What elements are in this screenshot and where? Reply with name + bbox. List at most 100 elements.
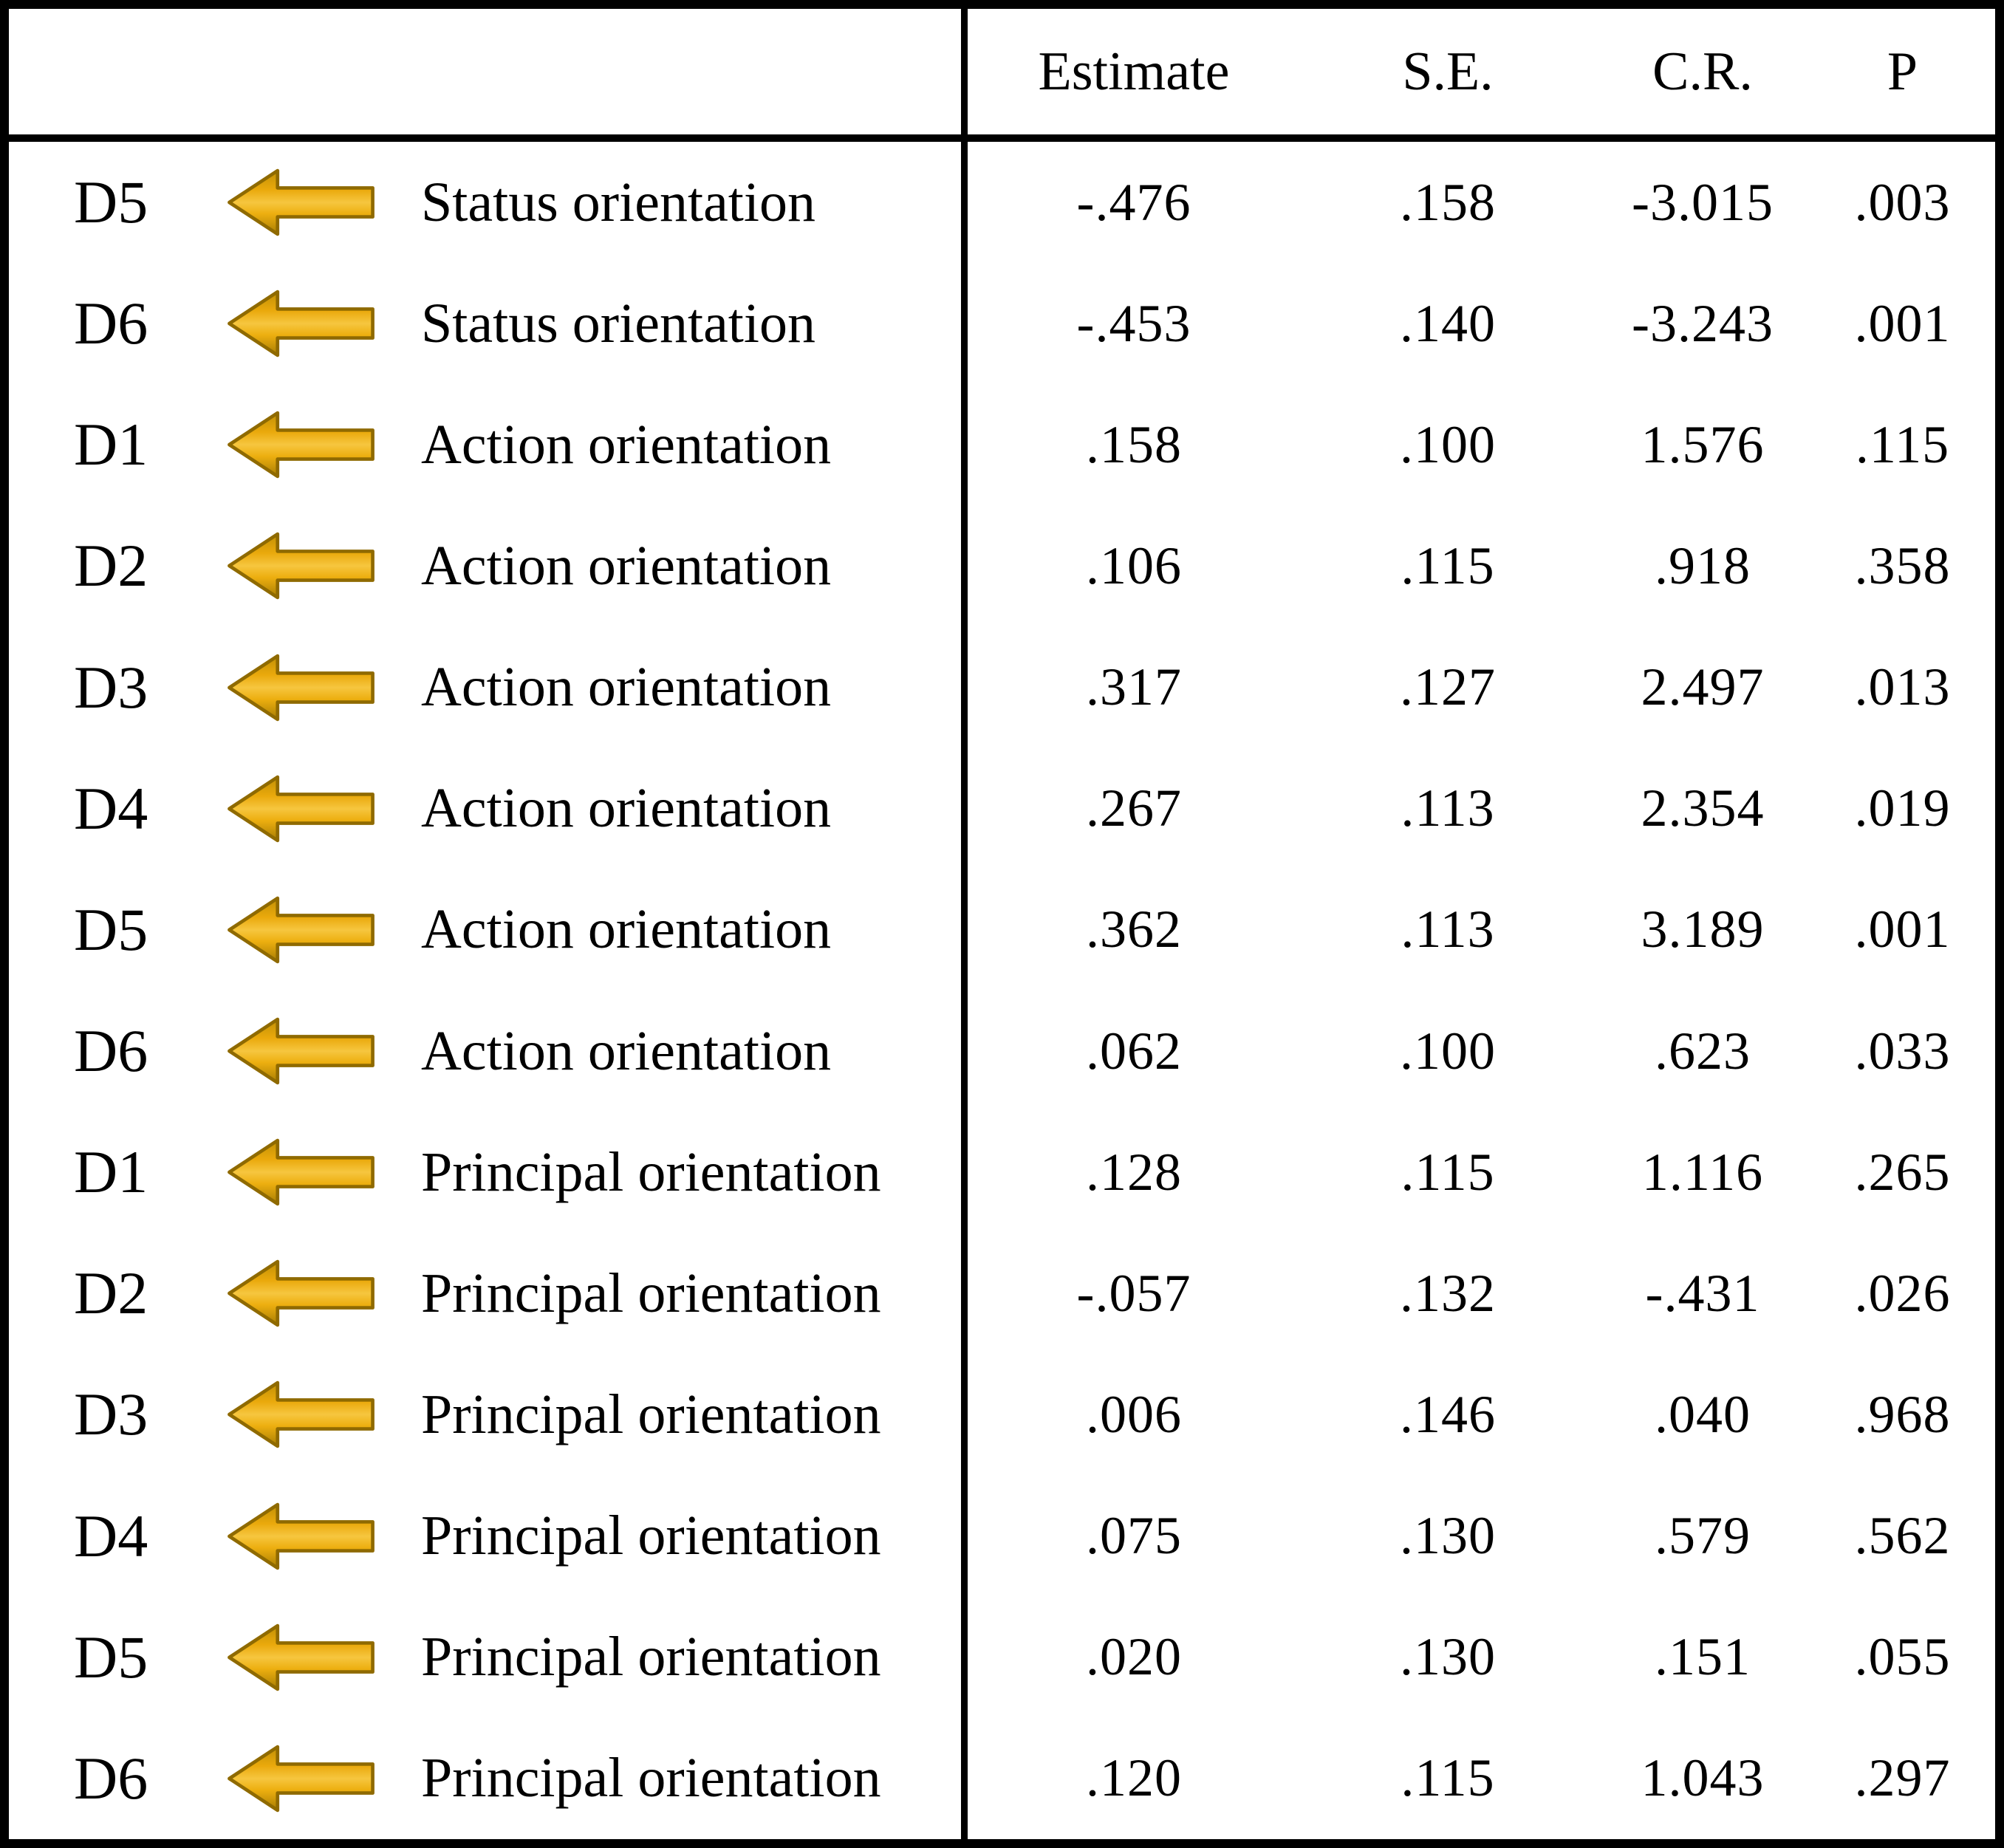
cr-value: .151 [1655,1627,1751,1687]
path-cell: D4 Principal orientation [9,1475,968,1597]
dependent-variable-label: D3 [74,1380,148,1448]
cr-value: .918 [1655,535,1751,595]
col-header-se: S.E. [1402,41,1494,102]
left-arrow-icon [222,1252,383,1335]
path-cell: D6 Action orientation [9,990,968,1112]
p-value: .019 [1854,778,1951,838]
dependent-variable-label: D6 [74,1744,148,1812]
left-arrow-icon [222,1131,383,1214]
table-row: D6 Status orientation [9,263,1995,385]
p-value: .968 [1854,1384,1951,1444]
se-value: .132 [1400,1263,1496,1323]
predictor-variable-label: Action orientation [421,656,832,719]
table-row: D2 Action orientation [9,505,1995,627]
p-value: .358 [1854,535,1951,595]
estimate-value: .128 [1086,1142,1182,1202]
predictor-variable-label: Status orientation [421,171,816,233]
table-row: D6 Principal orientation [9,1717,1995,1839]
dependent-variable-label: D2 [74,1259,148,1327]
estimate-value: -.453 [1076,293,1191,353]
path-cell: D2 Principal orientation [9,1233,968,1355]
predictor-variable-label: Principal orientation [421,1383,881,1445]
col-header-estimate: Estimate [1038,41,1230,102]
predictor-variable-label: Principal orientation [421,1262,881,1324]
p-value: .265 [1854,1142,1951,1202]
estimate-value: .106 [1086,535,1182,595]
predictor-variable-label: Action orientation [421,534,832,597]
left-arrow-icon [222,403,383,486]
path-cell: D6 Status orientation [9,263,968,385]
predictor-variable-label: Action orientation [421,777,832,840]
left-arrow-icon [222,1373,383,1456]
path-cell: D5 Status orientation [9,142,968,264]
dependent-variable-label: D6 [74,290,148,357]
se-value: .130 [1400,1627,1496,1687]
estimate-value: .020 [1086,1627,1182,1687]
predictor-variable-label: Action orientation [421,1019,832,1082]
path-cell: D1 Action orientation [9,384,968,506]
estimate-value: .120 [1086,1748,1182,1808]
path-cell: D1 Principal orientation [9,1112,968,1233]
dependent-variable-label: D5 [74,895,148,963]
left-arrow-icon [222,889,383,971]
p-value: .001 [1854,293,1951,353]
cr-value: -.431 [1645,1263,1760,1323]
dependent-variable-label: D4 [74,1502,148,1570]
cr-value: 1.116 [1641,1142,1764,1202]
p-value: .562 [1854,1506,1951,1566]
cr-value: .040 [1655,1384,1751,1444]
table-row: D4 Principal orientation [9,1475,1995,1597]
table-row: D5 Status orientation [9,142,1995,264]
p-value: .026 [1854,1263,1951,1323]
left-arrow-icon [222,646,383,729]
cr-value: 2.354 [1641,778,1765,838]
p-value: .297 [1854,1748,1951,1808]
path-cell: D6 Principal orientation [9,1717,968,1839]
p-value: .001 [1854,900,1951,959]
cr-value: -3.243 [1632,293,1774,353]
dependent-variable-label: D6 [74,1017,148,1085]
estimate-value: .006 [1086,1384,1182,1444]
dependent-variable-label: D5 [74,1623,148,1691]
se-value: .115 [1401,1748,1495,1808]
se-value: .158 [1400,172,1496,232]
table-row: D1 Principal orientation [9,1112,1995,1233]
dependent-variable-label: D1 [74,1138,148,1206]
path-cell: D4 Action orientation [9,747,968,869]
path-cell: D3 Principal orientation [9,1354,968,1476]
table-body: D5 Status orientation [9,142,1995,1839]
dependent-variable-label: D3 [74,653,148,721]
table-row: D3 Principal orientation [9,1354,1995,1476]
table-row: D5 Action orientation [9,869,1995,990]
col-header-cr: C.R. [1652,41,1753,102]
cr-value: 1.043 [1641,1748,1765,1808]
predictor-variable-label: Action orientation [421,413,832,476]
path-cell: D5 Action orientation [9,869,968,990]
predictor-variable-label: Principal orientation [421,1140,881,1203]
p-value: .115 [1855,414,1950,474]
cr-value: .623 [1655,1021,1751,1081]
se-value: .140 [1400,293,1496,353]
dependent-variable-label: D4 [74,774,148,842]
cr-value: .579 [1655,1506,1751,1566]
estimate-value: .362 [1086,900,1182,959]
predictor-variable-label: Principal orientation [421,1747,881,1810]
se-value: .100 [1400,1021,1496,1081]
predictor-variable-label: Action orientation [421,898,832,961]
left-arrow-icon [222,161,383,244]
left-arrow-icon [222,1737,383,1820]
table-header-row: Estimate S.E. C.R. P [9,9,1995,142]
cr-value: 1.576 [1641,414,1765,474]
left-arrow-icon [222,1616,383,1699]
se-value: .113 [1401,900,1495,959]
table-row: D1 Action orientation [9,384,1995,506]
se-value: .100 [1400,414,1496,474]
cr-value: -3.015 [1632,172,1774,232]
cr-value: 3.189 [1641,900,1765,959]
table-row: D4 Action orientation [9,747,1995,869]
estimate-value: .075 [1086,1506,1182,1566]
table-row: D3 Action orientation [9,626,1995,748]
predictor-variable-label: Status orientation [421,292,816,355]
predictor-variable-label: Principal orientation [421,1505,881,1567]
